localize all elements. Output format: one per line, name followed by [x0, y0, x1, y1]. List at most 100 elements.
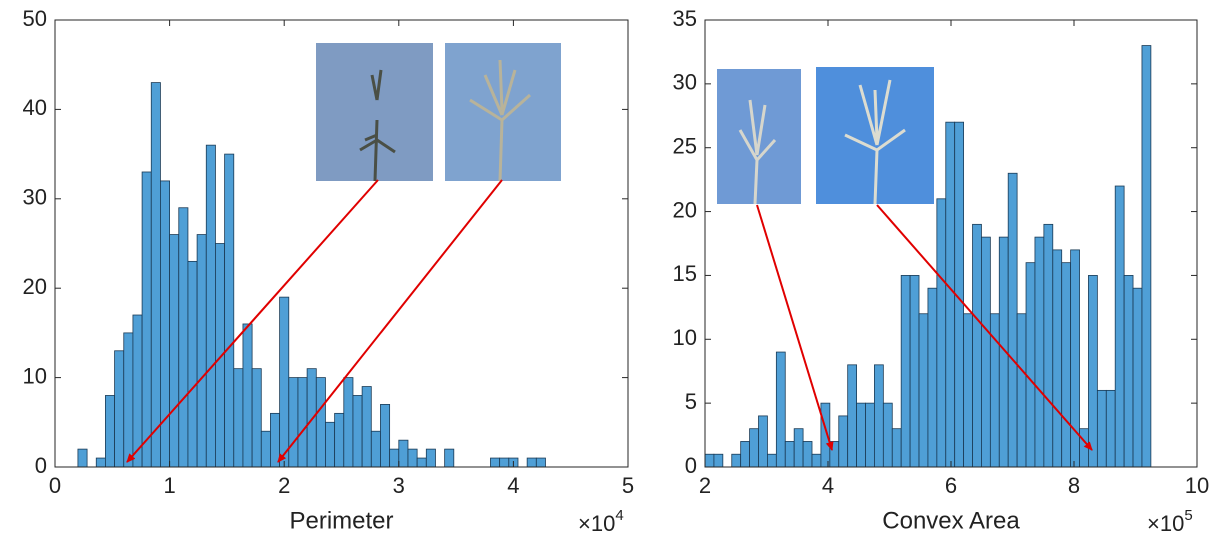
bar [1043, 223, 1054, 468]
bar [1079, 428, 1089, 468]
arrow [277, 179, 503, 463]
bar [95, 457, 106, 468]
bar [945, 121, 956, 468]
bar [407, 448, 418, 468]
bar [141, 171, 152, 468]
bar [150, 82, 161, 468]
bar [1132, 287, 1143, 468]
bar [847, 364, 857, 468]
bar [927, 287, 938, 468]
y-tick-label: 35 [673, 6, 697, 31]
y-tick-label: 10 [23, 363, 47, 388]
bar [1007, 172, 1018, 468]
bar [758, 415, 768, 468]
bar [325, 421, 336, 468]
arrow [126, 179, 379, 463]
bar [704, 453, 715, 468]
bar [882, 402, 893, 468]
bar [1096, 389, 1107, 468]
bar [361, 386, 372, 468]
bar [315, 377, 326, 468]
bar [343, 377, 354, 468]
axis-multiplier: ×104 [578, 507, 624, 536]
bar [874, 364, 884, 468]
bar [1114, 185, 1125, 468]
bar [731, 453, 742, 468]
multiplier-base: ×10 [578, 511, 615, 536]
bar [77, 448, 88, 468]
bar [233, 368, 244, 468]
multiplier-base: ×10 [1147, 511, 1184, 536]
x-axis-label: Perimeter [289, 507, 393, 534]
y-tick-label: 50 [23, 6, 47, 31]
bar [205, 144, 216, 468]
bar [297, 377, 308, 468]
bar [187, 260, 198, 468]
y-tick-label: 40 [23, 95, 47, 120]
bar [169, 234, 180, 468]
x-tick-label: 3 [393, 473, 405, 498]
x-tick-label: 0 [49, 473, 61, 498]
bar [793, 428, 804, 468]
x-tick-label: 2 [699, 473, 711, 498]
bar [865, 402, 875, 468]
x-tick-label: 6 [945, 473, 957, 498]
bar [105, 395, 115, 468]
bar [196, 234, 207, 468]
x-tick-label: 2 [278, 473, 290, 498]
bar [767, 453, 777, 468]
bar [909, 275, 920, 468]
bar [918, 313, 929, 468]
y-tick-label: 30 [673, 70, 697, 95]
y-tick-label: 15 [673, 261, 697, 286]
y-tick-label: 10 [673, 325, 697, 350]
x-axis-label: Convex Area [882, 507, 1020, 534]
bar [1105, 389, 1116, 468]
bar [270, 412, 281, 468]
x-tick-label: 8 [1068, 473, 1080, 498]
bar [775, 351, 786, 468]
bar [900, 275, 911, 468]
x-tick-label: 4 [507, 473, 519, 498]
y-tick-label: 5 [685, 389, 697, 414]
bar [370, 430, 381, 468]
bar [856, 402, 866, 468]
bar [838, 415, 849, 468]
bar [749, 428, 759, 468]
bar [132, 314, 143, 468]
bar [1025, 262, 1036, 468]
x-tick-label: 5 [622, 473, 634, 498]
bar [260, 430, 271, 468]
bar [279, 296, 290, 468]
arrow [756, 204, 834, 451]
bar [1088, 275, 1098, 468]
multiplier-exponent: 5 [1184, 507, 1192, 524]
x-tick-label: 10 [1185, 473, 1209, 498]
bar [224, 153, 235, 468]
bar [425, 448, 436, 468]
bar [713, 453, 724, 468]
bar [936, 198, 947, 468]
y-tick-label: 0 [685, 453, 697, 478]
bar [123, 332, 134, 468]
bar [811, 453, 822, 468]
bar [114, 350, 125, 468]
bar [981, 236, 991, 468]
bar [526, 457, 537, 468]
bar [499, 457, 510, 468]
bar [306, 368, 317, 468]
bar [389, 448, 400, 468]
axes-box [54, 19, 629, 468]
bar [352, 395, 363, 468]
bar [334, 412, 345, 468]
bar [380, 404, 391, 468]
bar [242, 323, 253, 468]
multiplier-exponent: 4 [615, 507, 623, 524]
y-tick-label: 0 [35, 453, 47, 478]
arrow [876, 204, 1093, 451]
bar [490, 457, 501, 468]
bar [963, 313, 973, 468]
bar [802, 441, 813, 468]
bar [1141, 45, 1152, 468]
bar [891, 428, 902, 468]
